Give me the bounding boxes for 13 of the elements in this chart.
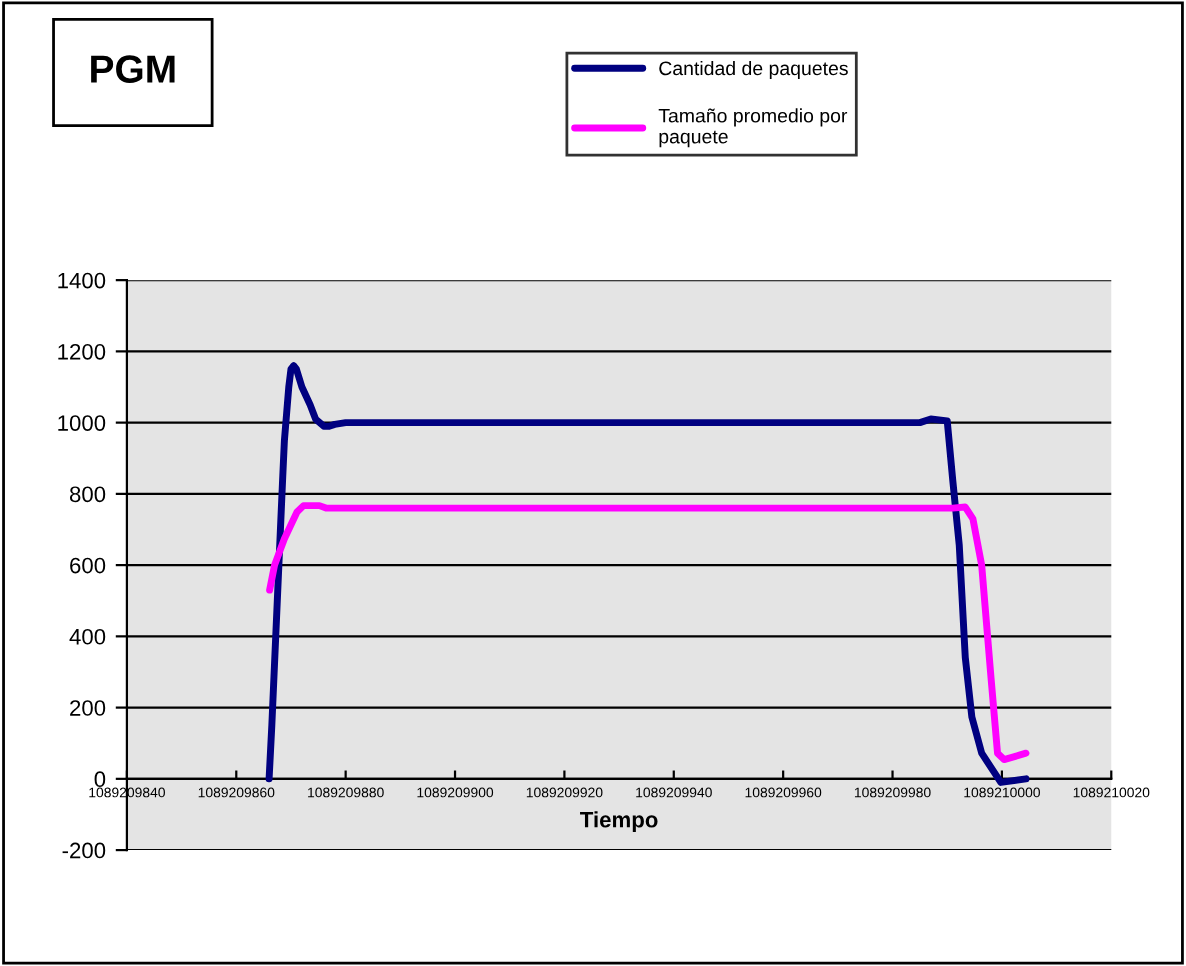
- y-tick-label: 1000: [58, 415, 106, 431]
- y-tick-label: 600: [70, 557, 106, 574]
- chart-title: PGM: [91, 55, 175, 83]
- legend-label: Cantidad de paquetes: [659, 60, 848, 80]
- y-tick-label: 0: [94, 771, 106, 788]
- y-tick-label: 1200: [58, 343, 106, 360]
- y-tick-label: 800: [69, 486, 106, 503]
- y-tick-label: -200: [62, 842, 106, 859]
- y-tick-label: 1400: [58, 272, 106, 289]
- y-tick-label: 400: [69, 628, 106, 645]
- x-axis-title: Tiempo: [580, 811, 658, 832]
- y-tick-label: 200: [70, 700, 106, 716]
- legend-label: Tamaño promedio por paquete: [658, 108, 848, 148]
